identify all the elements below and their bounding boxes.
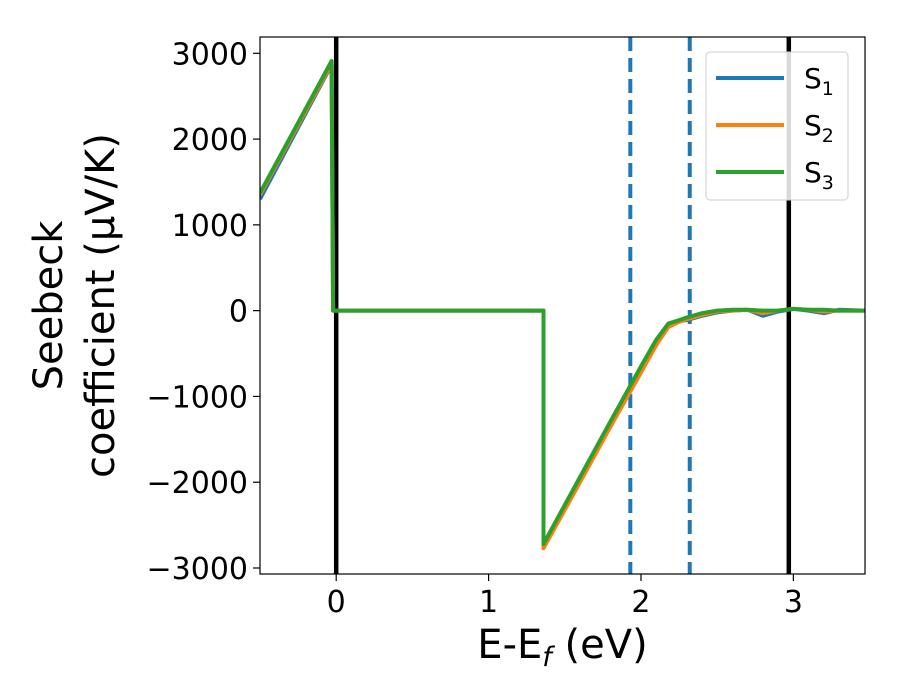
x-axis-ticks: 0 1 2 3: [327, 574, 803, 620]
legend-label: S1: [804, 62, 834, 100]
x-tick-label: 1: [479, 585, 498, 620]
y-tick-label: −2000: [147, 466, 248, 501]
y-tick-label: −1000: [147, 380, 248, 415]
y-tick-label: 1000: [172, 209, 248, 244]
y-tick-label: −3000: [147, 552, 248, 587]
legend-label: S2: [804, 109, 834, 147]
y-tick-label: 3000: [172, 37, 248, 72]
series-lines: [260, 59, 865, 551]
y-tick-label: 2000: [172, 123, 248, 158]
x-tick-label: 3: [784, 585, 803, 620]
x-axis-label: E-Ef (eV): [477, 622, 647, 673]
x-tick-label: 2: [631, 585, 650, 620]
series-line-s3: [260, 59, 865, 546]
legend-label: S3: [804, 156, 834, 194]
legend: S1 S2 S3: [705, 51, 849, 201]
y-axis-label: Seebeck coefficient (μV/K): [26, 133, 124, 478]
axes-frame: [259, 36, 866, 575]
y-axis-ticks: 3000 2000 1000 0 −1000 −2000 −3000: [147, 37, 260, 587]
y-tick-label: 0: [229, 295, 248, 330]
x-tick-label: 0: [327, 585, 346, 620]
